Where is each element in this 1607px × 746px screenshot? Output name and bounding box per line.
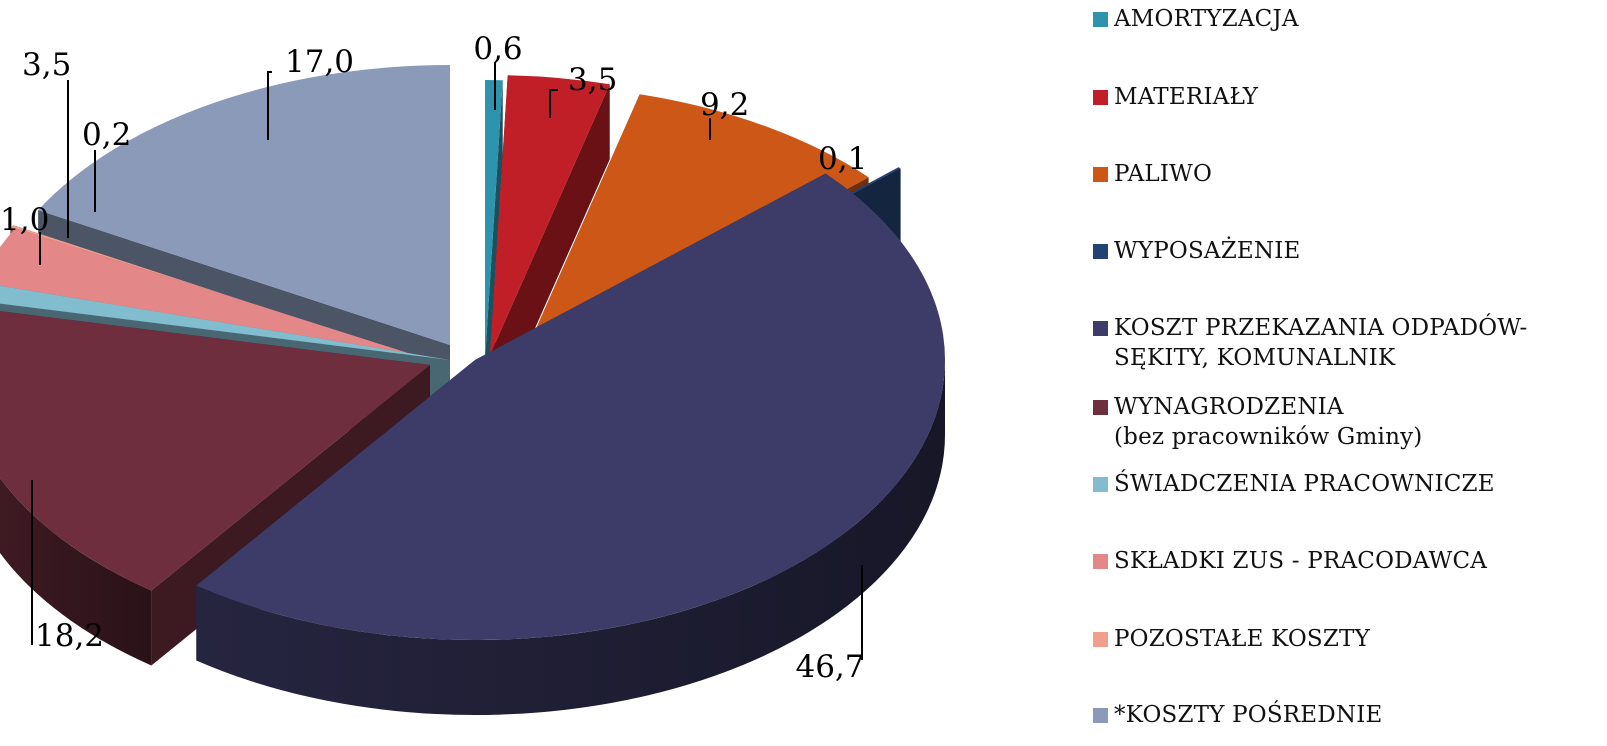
legend-label: MATERIAŁY xyxy=(1114,84,1259,110)
legend-item-swiadczenia-pracownicze: ŚWIADCZENIA PRACOWNICZE xyxy=(1093,469,1495,499)
legend-item-materialy: MATERIAŁY xyxy=(1093,82,1258,112)
pie-slices xyxy=(0,65,946,715)
chart-legend: AMORTYZACJA MATERIAŁY PALIWO WYPOSAŻENIE KOS… xyxy=(1093,0,1607,746)
legend-swatch xyxy=(1093,632,1108,647)
legend-swatch xyxy=(1093,477,1108,492)
pie-slice-top xyxy=(196,173,946,641)
legend-item-paliwo: PALIWO xyxy=(1093,159,1212,189)
data-label-amortyzacja: 0,6 xyxy=(473,31,522,67)
leader-line xyxy=(549,89,558,118)
legend-item-wyposazenie: WYPOSAŻENIE xyxy=(1093,236,1301,266)
legend-swatch xyxy=(1093,321,1108,336)
legend-item-skladki-zus-pracodawca: SKŁADKI ZUS - PRACODAWCA xyxy=(1093,546,1487,576)
legend-item-pozostale-koszty: POZOSTAŁE KOSZTY xyxy=(1093,624,1370,654)
legend-item-amortyzacja: AMORTYZACJA xyxy=(1093,4,1299,34)
pie-slice-top xyxy=(485,80,503,360)
legend-swatch xyxy=(1093,244,1108,259)
pie-slice-side xyxy=(485,80,503,435)
legend-swatch xyxy=(1093,708,1108,723)
legend-label: SKŁADKI ZUS - PRACODAWCA xyxy=(1114,548,1488,574)
pie-slice-amortyzacja xyxy=(485,80,503,435)
data-label-materialy: 3,5 xyxy=(568,62,617,98)
data-labels: 0,6 3,5 9,2 0,1 46,7 18,2 1,0 3,5 0,2 17,0 xyxy=(0,31,867,685)
pie-slice-top xyxy=(38,65,450,345)
data-label-swiadczenia-pracownicze: 1,0 xyxy=(0,202,49,238)
pie-slice-koszt-przekazania-odpadow-sekity-komunalnik xyxy=(196,173,946,715)
legend-label: POZOSTAŁE KOSZTY xyxy=(1114,626,1370,652)
legend-swatch xyxy=(1093,90,1108,105)
pie-slice-wall xyxy=(196,360,945,715)
legend-sublabel: (bez pracowników Gminy) xyxy=(1114,424,1423,450)
legend-label: WYPOSAŻENIE xyxy=(1114,238,1301,264)
data-label-skladki-zus-pracodawca: 3,5 xyxy=(22,47,71,83)
legend-swatch xyxy=(1093,554,1108,569)
data-label-wynagrodzenia: 18,2 xyxy=(35,618,104,654)
pie-chart: 0,6 3,5 9,2 0,1 46,7 18,2 1,0 3,5 0,2 17,0 xyxy=(0,31,946,715)
legend-swatch xyxy=(1093,400,1108,415)
pie-slice-top xyxy=(0,311,430,591)
legend-item-koszty-posrednie: *KOSZTY POŚREDNIE xyxy=(1093,700,1383,730)
data-label-koszty-posrednie: 17,0 xyxy=(285,44,354,80)
legend-label: AMORTYZACJA xyxy=(1114,6,1299,32)
legend-label: ŚWIADCZENIA PRACOWNICZE xyxy=(1114,471,1495,497)
pie-slice-top xyxy=(490,75,610,355)
legend-label: PALIWO xyxy=(1114,161,1213,187)
legend-swatch xyxy=(1093,167,1108,182)
legend-item-koszt-przekazania-odpadow-sekity-komunalnik: KOSZT PRZEKAZANIA ODPADÓW- SĘKITY, KOMUN… xyxy=(1093,313,1527,373)
data-label-pozostale-koszty: 0,2 xyxy=(82,117,131,153)
data-label-wyposazenie: 0,1 xyxy=(818,141,867,177)
data-label-paliwo: 9,2 xyxy=(700,87,749,123)
pie-slice-top xyxy=(0,228,430,360)
data-label-koszt-przekazania-odpadow-sekity-komunalnik: 46,7 xyxy=(795,649,864,685)
pie-slice-wall xyxy=(0,477,152,666)
legend-label: *KOSZTY POŚREDNIE xyxy=(1114,702,1383,728)
legend-label: KOSZT PRZEKAZANIA ODPADÓW- SĘKITY, KOMUN… xyxy=(1114,315,1528,371)
legend-item-wynagrodzenia: WYNAGRODZENIA (bez pracowników Gminy) xyxy=(1093,392,1422,452)
legend-swatch xyxy=(1093,12,1108,27)
legend-label: WYNAGRODZENIA (bez pracowników Gminy) xyxy=(1114,394,1423,450)
leader-line xyxy=(267,71,272,140)
